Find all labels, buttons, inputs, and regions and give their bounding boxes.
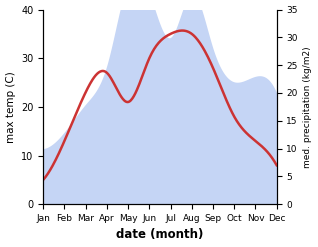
- X-axis label: date (month): date (month): [116, 228, 204, 242]
- Y-axis label: max temp (C): max temp (C): [5, 71, 16, 143]
- Y-axis label: med. precipitation (kg/m2): med. precipitation (kg/m2): [303, 46, 313, 168]
